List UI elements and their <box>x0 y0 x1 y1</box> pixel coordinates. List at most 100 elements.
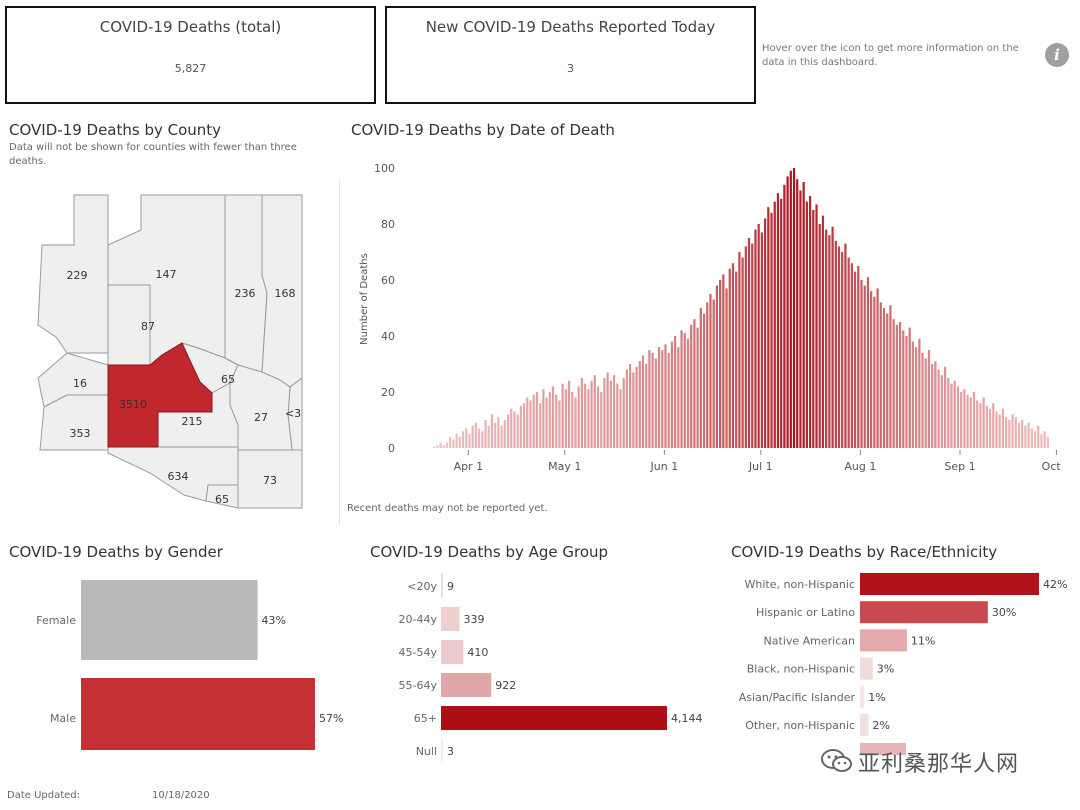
date-bar[interactable] <box>902 330 905 448</box>
date-bar[interactable] <box>796 179 799 448</box>
date-bar[interactable] <box>693 319 696 448</box>
date-bar[interactable] <box>609 380 612 448</box>
date-bar[interactable] <box>477 428 481 448</box>
county-map[interactable]: 229 147 236 168 87 16 3510 65 353 215 27… <box>0 175 340 520</box>
date-bar[interactable] <box>535 392 539 448</box>
date-bar[interactable] <box>966 394 969 448</box>
date-bar[interactable] <box>757 224 760 448</box>
date-bar[interactable] <box>731 263 735 448</box>
date-bar[interactable] <box>1001 408 1005 448</box>
date-bar[interactable] <box>783 184 786 449</box>
date-bar[interactable] <box>898 322 902 448</box>
date-bar[interactable] <box>445 442 449 448</box>
date-bar[interactable] <box>686 338 690 448</box>
date-bar[interactable] <box>963 389 966 448</box>
date-bar[interactable] <box>995 411 998 448</box>
date-bar[interactable] <box>455 434 458 448</box>
date-bar[interactable] <box>976 400 979 448</box>
date-bar[interactable] <box>763 218 767 448</box>
date-bar[interactable] <box>857 266 860 448</box>
date-bar[interactable] <box>1040 434 1043 448</box>
date-bar[interactable] <box>532 394 535 448</box>
date-bar[interactable] <box>551 386 555 448</box>
date-bar[interactable] <box>799 190 802 448</box>
category-bar[interactable] <box>860 685 865 708</box>
date-bar[interactable] <box>439 442 442 448</box>
date-bar[interactable] <box>587 389 590 448</box>
date-bar[interactable] <box>940 375 943 448</box>
date-bar[interactable] <box>468 434 471 448</box>
date-bar[interactable] <box>674 336 677 448</box>
date-bar[interactable] <box>776 193 780 448</box>
date-bar[interactable] <box>780 198 783 448</box>
date-bar[interactable] <box>629 364 632 448</box>
date-bar[interactable] <box>792 168 796 448</box>
date-bar[interactable] <box>815 204 818 448</box>
date-bar[interactable] <box>863 285 866 448</box>
date-bar[interactable] <box>1014 417 1017 448</box>
date-bar[interactable] <box>821 215 825 448</box>
date-bar[interactable] <box>641 355 645 448</box>
date-bar[interactable] <box>844 243 847 448</box>
date-bar[interactable] <box>680 330 683 448</box>
date-bar[interactable] <box>645 364 648 448</box>
date-bar[interactable] <box>931 364 934 448</box>
date-bar[interactable] <box>600 392 603 448</box>
date-bar[interactable] <box>503 420 506 448</box>
date-bar[interactable] <box>529 400 532 448</box>
date-bar[interactable] <box>625 369 629 448</box>
date-bar[interactable] <box>696 327 699 448</box>
date-bar[interactable] <box>1027 422 1030 448</box>
date-bar[interactable] <box>564 389 567 448</box>
date-bar[interactable] <box>853 271 857 448</box>
date-bar[interactable] <box>474 422 477 448</box>
date-bar[interactable] <box>632 372 635 448</box>
date-bar[interactable] <box>690 324 693 448</box>
date-bar[interactable] <box>789 170 792 449</box>
date-bar[interactable] <box>449 436 452 448</box>
date-bar[interactable] <box>661 350 664 448</box>
date-bar[interactable] <box>442 445 445 448</box>
date-bar[interactable] <box>879 302 882 448</box>
date-bar[interactable] <box>1030 428 1033 448</box>
date-bar[interactable] <box>461 431 465 448</box>
category-bar[interactable] <box>441 739 443 763</box>
date-bar[interactable] <box>760 232 763 448</box>
date-bar[interactable] <box>712 299 715 448</box>
date-bar[interactable] <box>1037 425 1040 448</box>
date-bar[interactable] <box>837 246 841 448</box>
date-bar[interactable] <box>905 336 908 448</box>
category-bar[interactable] <box>860 657 873 680</box>
date-bar[interactable] <box>452 439 455 448</box>
date-bar[interactable] <box>433 447 436 448</box>
date-bar[interactable] <box>1024 425 1027 448</box>
date-bar[interactable] <box>972 392 976 448</box>
date-bar[interactable] <box>654 358 657 448</box>
date-bar[interactable] <box>683 333 686 448</box>
date-bar[interactable] <box>979 403 982 448</box>
date-bar[interactable] <box>487 425 490 448</box>
date-bar[interactable] <box>943 366 947 448</box>
date-bar[interactable] <box>728 268 731 448</box>
date-bar[interactable] <box>934 361 937 448</box>
category-bar[interactable] <box>441 640 464 664</box>
date-bar[interactable] <box>590 380 593 448</box>
date-bar[interactable] <box>577 386 580 448</box>
date-bar[interactable] <box>657 347 661 448</box>
date-bar[interactable] <box>860 280 863 448</box>
category-bar[interactable] <box>441 607 460 631</box>
date-bar[interactable] <box>1021 420 1024 448</box>
date-bar[interactable] <box>522 403 526 448</box>
date-bar[interactable] <box>458 436 461 448</box>
date-bar[interactable] <box>490 414 494 448</box>
date-bar[interactable] <box>751 243 754 448</box>
date-bar[interactable] <box>648 350 651 448</box>
date-bar[interactable] <box>664 344 667 448</box>
date-bar[interactable] <box>436 445 439 448</box>
category-bar[interactable] <box>860 714 869 736</box>
date-bar[interactable] <box>818 224 821 448</box>
date-bar[interactable] <box>699 308 702 448</box>
date-of-death-chart[interactable]: Number of Deaths 0 20 40 60 80 100 Apr 1 May 1… <box>345 150 1065 490</box>
category-bar[interactable] <box>860 601 988 624</box>
date-bar[interactable] <box>667 352 670 448</box>
